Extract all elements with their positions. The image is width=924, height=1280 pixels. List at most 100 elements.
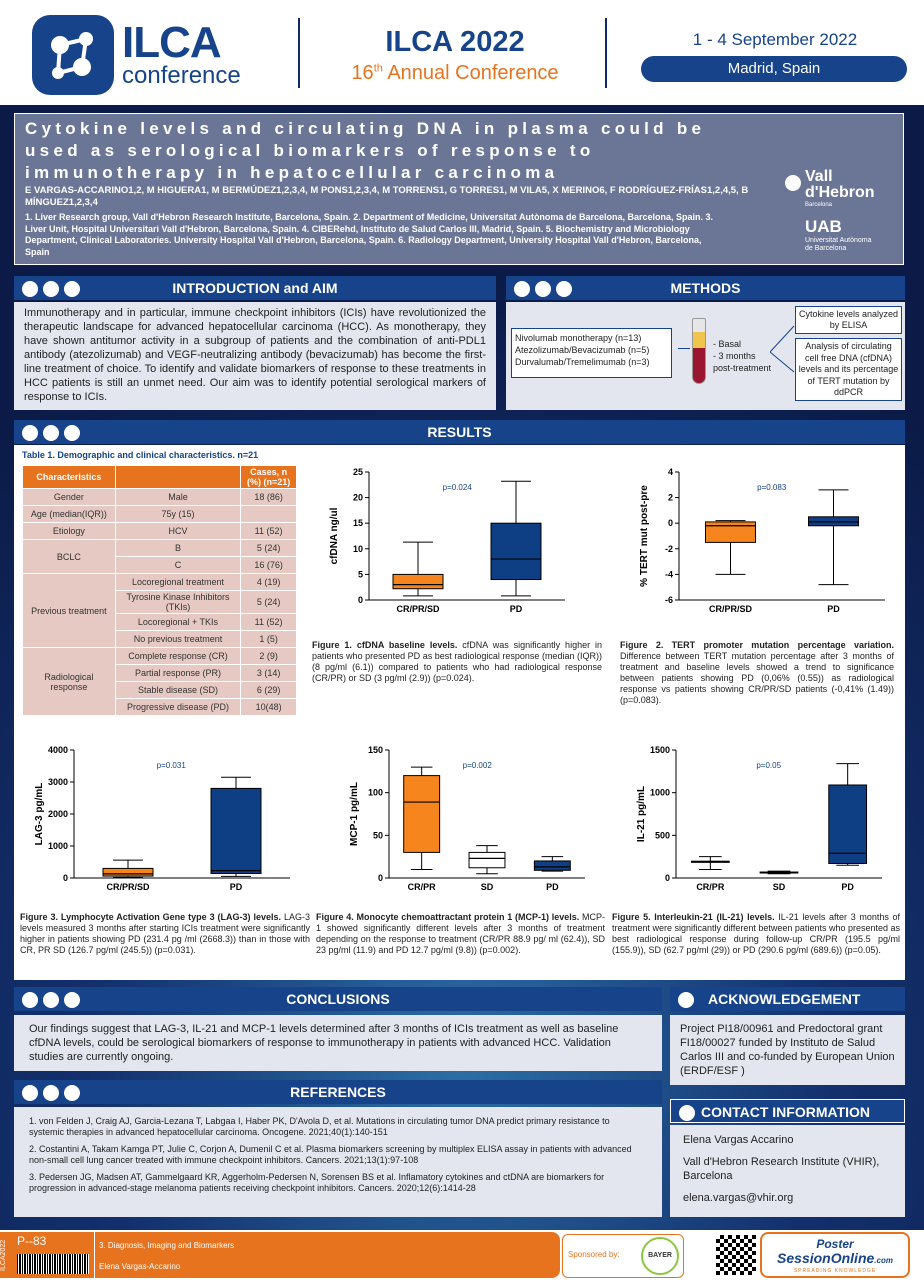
box (490, 522, 542, 581)
intro-heading: INTRODUCTION and AIM (14, 276, 496, 300)
divider (298, 18, 300, 88)
y-axis-label: % TERT mut post-pre (639, 485, 650, 587)
conference-place: Madrid, Spain (641, 56, 907, 82)
x-tick-label: CR/PR (696, 882, 725, 892)
qr-code-icon[interactable] (716, 1235, 756, 1275)
y-tick-label: 15 (353, 518, 363, 528)
footer-category: 3. Diagnosis, Imaging and Biomarkers (99, 1241, 235, 1250)
divider (605, 18, 607, 88)
box (403, 775, 441, 853)
box (828, 784, 868, 864)
y-tick-label: 20 (353, 493, 363, 503)
blood-tube-icon (692, 318, 706, 384)
ack-heading: ACKNOWLEDGEMENT (670, 987, 905, 1011)
cfdna-boxplot: 0 5 10 15 20 25 cfDNA ng/ul CR/PR/SD PD p=0.024 (329, 467, 565, 614)
x-tick-label: PD (841, 882, 854, 892)
y-tick-label: 100 (368, 788, 383, 798)
y-tick-label: -6 (665, 595, 673, 605)
mcp1-boxplot: 0 50 100 150 MCP-1 pg/mL CR/PR SD PD p=0.002 (349, 745, 585, 892)
footer: ILCA2022 P--83 3. Diagnosis, Imaging and… (0, 1230, 924, 1280)
demographics-table: Characteristics Cases, n (%) (n=21) Gende… (22, 465, 297, 716)
results-heading: RESULTS (14, 420, 905, 444)
box (392, 573, 444, 590)
table-title: Table 1. Demographic and clinical charac… (22, 450, 259, 460)
y-tick-label: 0 (63, 873, 68, 883)
tert-boxplot: -6 -4 -2 0 2 4 % TERT mut post-pre CR/PR/SD PD p=… (639, 467, 885, 614)
y-tick-label: 25 (353, 467, 363, 477)
box (210, 787, 262, 875)
y-tick-label: -4 (665, 569, 673, 579)
dot-icon (679, 1104, 700, 1128)
y-axis-label: cfDNA ng/ul (329, 507, 340, 564)
x-tick-label: CR/PR/SD (106, 882, 150, 892)
bayer-logo: BAYER (641, 1237, 679, 1275)
dots-icon (514, 280, 577, 304)
conclusions-heading: CONCLUSIONS (14, 987, 662, 1011)
y-axis-label: IL-21 pg/mL (636, 786, 647, 842)
ilca-logo-icon (32, 15, 114, 95)
x-tick-label: CR/PR/SD (709, 604, 753, 614)
ddpcr-box: Analysis of circulating cell free DNA (c… (795, 338, 902, 401)
box (808, 516, 859, 527)
dots-icon (22, 1084, 85, 1108)
x-tick-label: PD (510, 604, 523, 614)
footer-bar (0, 1232, 560, 1278)
fig1-caption: Figure 1. cfDNA baseline levels. cfDNA w… (312, 640, 602, 683)
conference-title: ILCA 2022 (385, 26, 525, 58)
conclusions-text: Our findings suggest that LAG-3, IL-21 a… (14, 1015, 662, 1071)
p-value: p=0.024 (443, 483, 473, 492)
box (102, 867, 154, 877)
x-tick-label: PD (230, 882, 243, 892)
x-tick-label: CR/PR (408, 882, 437, 892)
timepoints: - Basal - 3 months post-treatment (713, 339, 772, 373)
dots-icon (22, 280, 85, 304)
y-tick-label: 0 (358, 595, 363, 605)
footer-author: Elena Vargas-Accarino (99, 1262, 181, 1271)
poster-title: Cytokine levels and circulating DNA in p… (25, 119, 706, 182)
x-tick-label: PD (827, 604, 840, 614)
poster-affiliations: 1. Liver Research group, Vall d'Hebron R… (25, 212, 713, 257)
intro-text: Immunotherapy and in particular, immune … (14, 302, 496, 410)
poster-session-online-logo[interactable]: Poster SessionOnline.com SPREADING KNOWL… (760, 1232, 910, 1278)
uab-logo: UAB (805, 217, 842, 236)
vall-hebron-icon (785, 175, 801, 191)
y-tick-label: 50 (373, 830, 383, 840)
fig4-caption: Figure 4. Monocyte chemoattractant prote… (316, 912, 605, 955)
contact-email[interactable]: elena.vargas@vhir.org (683, 1192, 794, 1204)
y-axis-label: LAG-3 pg/mL (34, 783, 45, 846)
methods-panel: Nivolumab monotherapy (n=13) Atezolizumab… (506, 302, 905, 410)
y-tick-label: 5 (358, 569, 363, 579)
y-tick-label: 2 (668, 493, 673, 503)
dot-icon (678, 991, 699, 1015)
y-tick-label: 0 (668, 518, 673, 528)
conference-subtitle: 16th Annual Conference (351, 62, 559, 84)
y-axis-label: MCP-1 pg/mL (349, 782, 360, 846)
poster-title-box: Cytokine levels and circulating DNA in p… (14, 113, 904, 265)
references-heading: REFERENCES (14, 1080, 662, 1104)
x-tick-label: SD (773, 882, 786, 892)
header: ILCA conference ILCA 2022 16th Annual Co… (0, 0, 924, 105)
y-tick-label: 10 (353, 544, 363, 554)
poster-authors: E VARGAS-ACCARINO1,2, M HIGUERA1, M BERM… (25, 185, 749, 208)
box (533, 860, 571, 871)
treatment-box: Nivolumab monotherapy (n=13) Atezolizumab… (511, 328, 672, 378)
dots-icon (22, 424, 85, 448)
y-tick-label: 500 (655, 830, 670, 840)
box (468, 851, 506, 869)
y-tick-label: 4 (668, 467, 673, 477)
logo-conference: conference (122, 62, 241, 89)
x-tick-label: CR/PR/SD (396, 604, 440, 614)
logo-ilca: ILCA (122, 18, 222, 67)
y-tick-label: 0 (378, 873, 383, 883)
lag3-boxplot: 0 1000 2000 3000 4000 LAG-3 pg/mL CR/PR/SD PD p=… (34, 745, 290, 892)
y-tick-label: 2000 (48, 809, 68, 819)
methods-heading: METHODS (506, 276, 905, 300)
fig5-caption: Figure 5. Interleukin-21 (IL-21) levels.… (612, 912, 900, 955)
contact-panel: Elena Vargas Accarino Vall d'Hebron Rese… (670, 1125, 905, 1217)
contact-heading: CONTACT INFORMATION (670, 1099, 905, 1123)
x-tick-label: PD (546, 882, 559, 892)
p-value: p=0.002 (463, 761, 493, 770)
y-tick-label: 150 (368, 745, 383, 755)
x-tick-label: SD (481, 882, 494, 892)
fig2-caption: Figure 2. TERT promoter mutation percent… (620, 640, 894, 705)
